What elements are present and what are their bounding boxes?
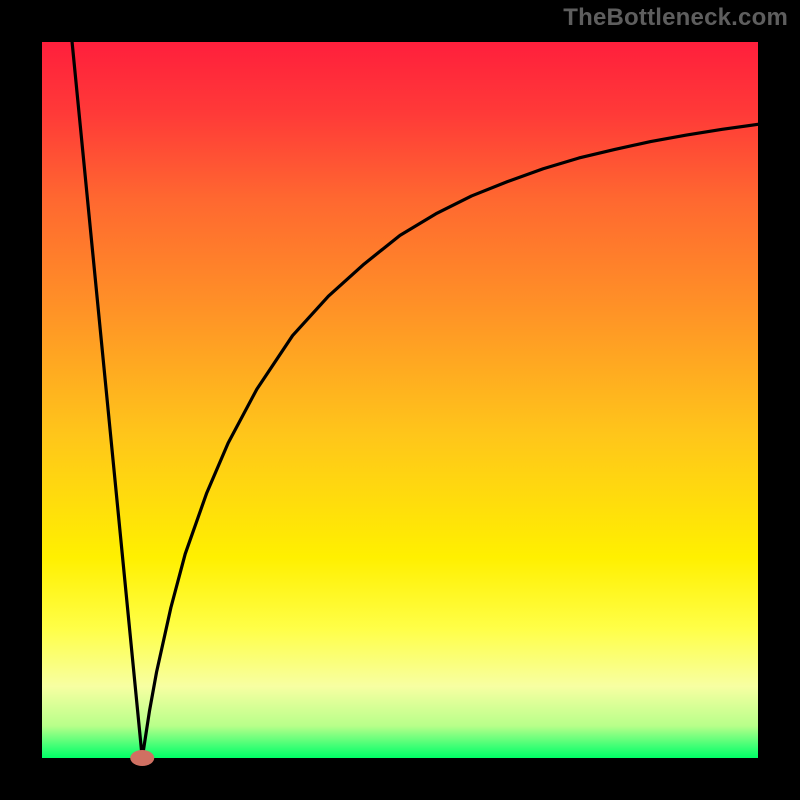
watermark-text: TheBottleneck.com xyxy=(563,4,788,32)
chart-svg xyxy=(0,0,800,800)
minimum-marker xyxy=(130,750,154,766)
chart-container: TheBottleneck.com xyxy=(0,0,800,800)
gradient-background xyxy=(42,42,758,758)
